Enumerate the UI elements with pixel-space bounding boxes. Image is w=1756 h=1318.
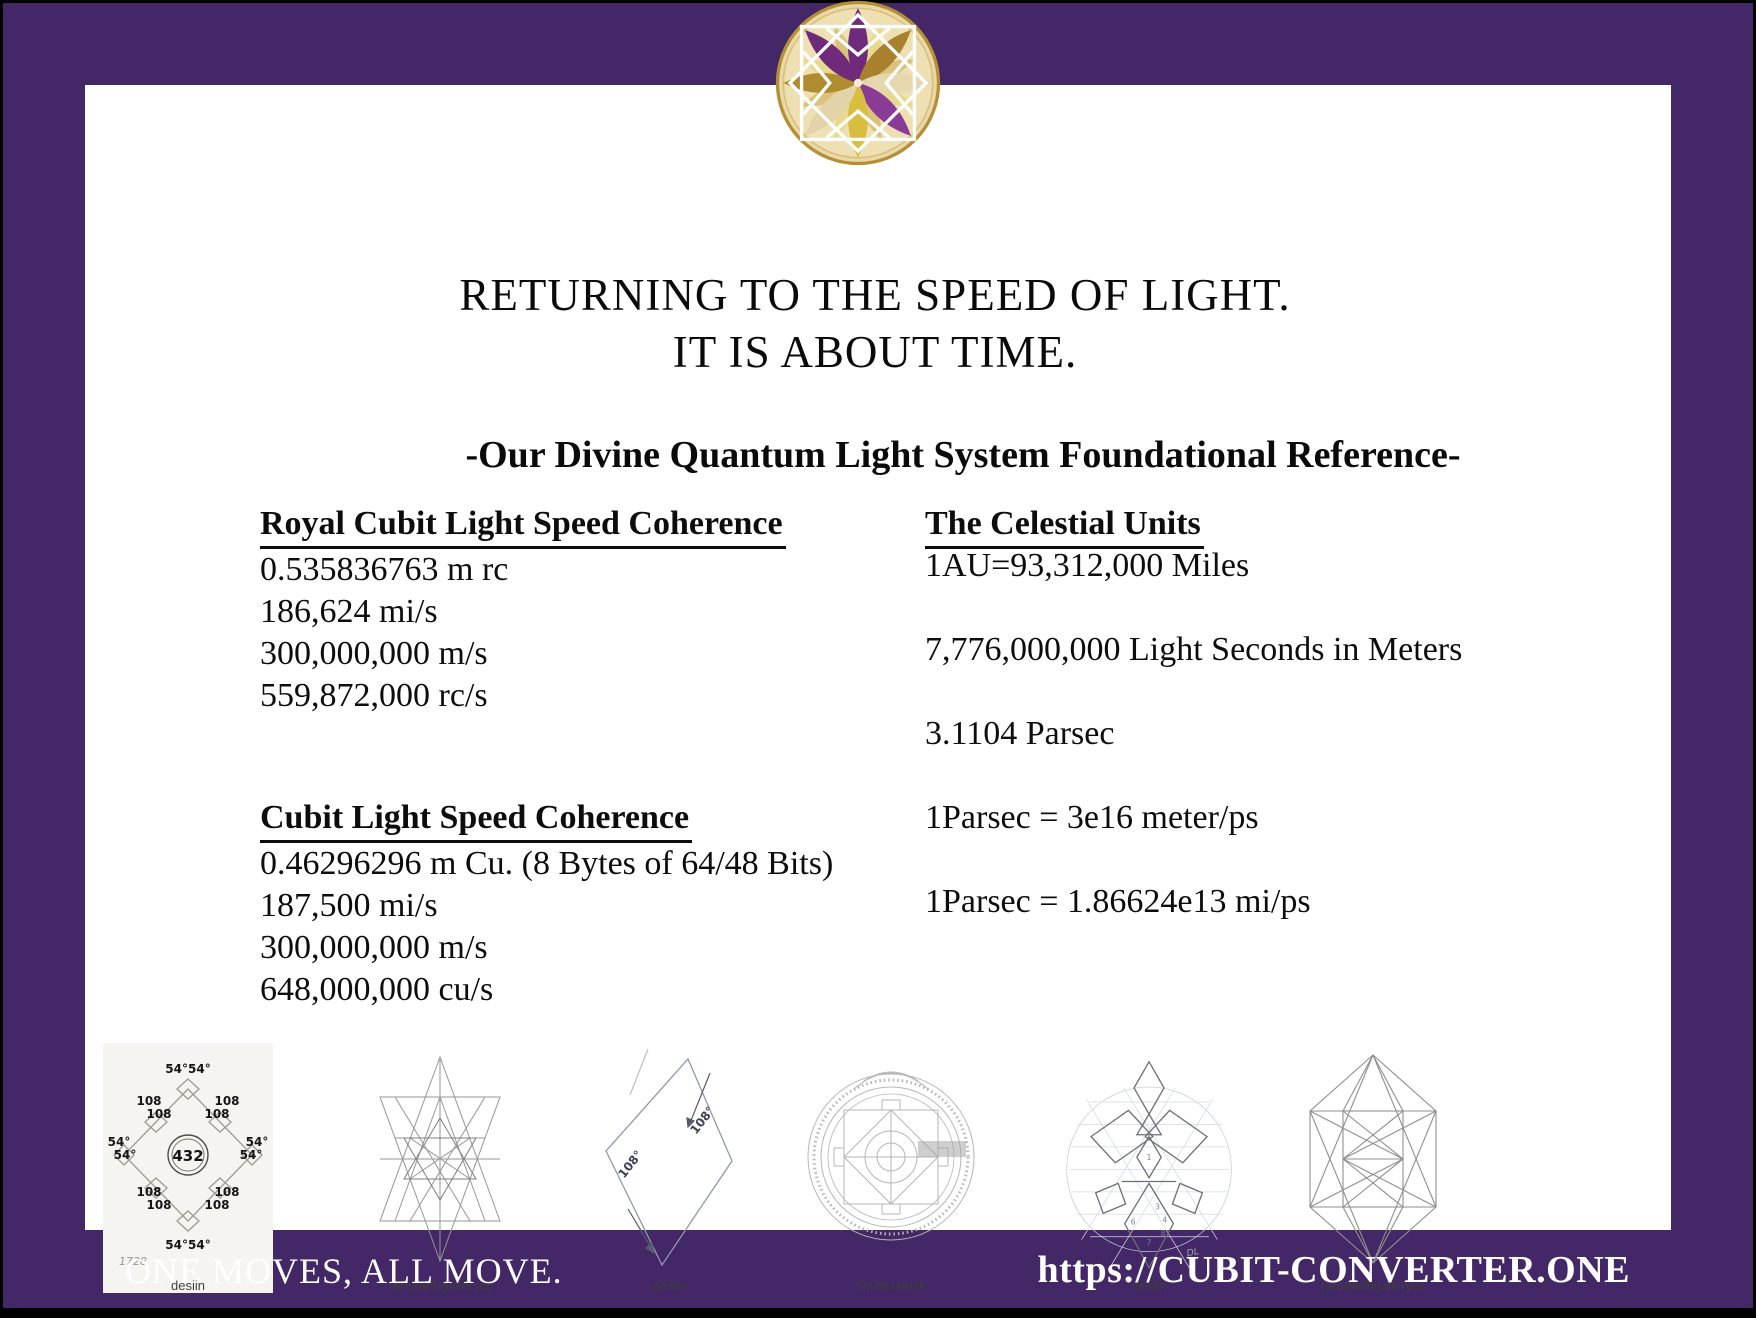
footer-url-link[interactable]: https://CUBIT-CONVERTER.ONE [1037, 1249, 1630, 1291]
celestial-value: 1AU=93,312,000 Miles [925, 547, 1250, 584]
royal-cubit-value: 300,000,000 m/s [260, 635, 488, 672]
sketch-center-label: 432 [172, 1147, 203, 1165]
gallery-item-4: shutterstock [806, 1043, 976, 1293]
royal-cubit-section: Royal Cubit Light Speed Coherence 0.5358… [260, 503, 920, 717]
cubit-value: 300,000,000 m/s [260, 929, 488, 966]
site-logo [775, 0, 941, 166]
sketch-angle-label: 54° [114, 1148, 137, 1162]
celestial-value: 1Parsec = 3e16 meter/ps [925, 799, 1259, 836]
celestial-units-heading-text: The Celestial Units [925, 503, 1204, 549]
svg-text:8: 8 [1161, 1229, 1166, 1238]
royal-cubit-value: 186,624 mi/s [260, 593, 438, 630]
royal-cubit-heading-text: Royal Cubit Light Speed Coherence [260, 503, 786, 549]
gallery-caption: deslin [1132, 1278, 1167, 1293]
svg-text:1: 1 [1147, 1153, 1152, 1162]
royal-cubit-heading: Royal Cubit Light Speed Coherence [260, 503, 920, 549]
svg-text:6: 6 [1131, 1218, 1136, 1227]
svg-text:4: 4 [1163, 1216, 1168, 1225]
gallery-item-3: 108° 108° deslin [590, 1043, 750, 1293]
sketch-angle-label: 54° [246, 1135, 269, 1149]
medallion-flower-icon [775, 0, 941, 166]
signature-mark: DL [1186, 1246, 1200, 1259]
mandala-icon [807, 1071, 975, 1241]
gallery-caption: rareearthgallerycc [1320, 1278, 1426, 1293]
hexagon-lattice-icon [1309, 1054, 1437, 1264]
snowflake-rhombi-sketch-icon: 1 34 6 87 DL [1066, 1060, 1232, 1269]
gallery-caption: deslin [653, 1278, 687, 1293]
royal-cubit-value: 559,872,000 rc/s [260, 677, 488, 714]
sketch-angle-label: 54° [108, 1135, 131, 1149]
sketch-number-label: 108 [214, 1094, 239, 1108]
sketch-number-label: 108 [136, 1185, 161, 1199]
64-tetrahedron-star-icon [379, 1055, 501, 1263]
cubit-heading: Cubit Light Speed Coherence [260, 797, 885, 843]
gallery-item-1: 432 54°54° 54°54° 108 108 108 108 108 10… [103, 1043, 273, 1293]
sketch-number-label: 108 [146, 1198, 171, 1212]
page-subtitle: -Our Divine Quantum Light System Foundat… [465, 434, 1461, 476]
diamond-432-sketch-icon: 432 54°54° 54°54° 108 108 108 108 108 10… [108, 1062, 269, 1268]
sketch-angle-label: 54°54° [165, 1238, 210, 1252]
gallery-item-6: rareearthgallerycc [1298, 1043, 1448, 1293]
cubit-section: Cubit Light Speed Coherence 0.46296296 m… [260, 797, 885, 1011]
footer-motto: ONE MOVES, ALL MOVE. [125, 1251, 563, 1291]
cubit-value: 648,000,000 cu/s [260, 971, 494, 1008]
svg-text:3: 3 [1155, 1203, 1160, 1212]
sketch-number-label: 108 [214, 1185, 239, 1199]
sketch-number-label: 108 [146, 1107, 171, 1121]
sketch-angle-label: 54°54° [165, 1062, 210, 1076]
gallery-caption: shutterstock [855, 1278, 927, 1293]
sketch-number-label: 108 [136, 1094, 161, 1108]
sketch-number-label: 108 [204, 1198, 229, 1212]
celestial-units-heading: The Celestial Units [925, 503, 1625, 549]
celestial-value: 1Parsec = 1.86624e13 mi/ps [925, 883, 1311, 920]
svg-text:7: 7 [1147, 1238, 1152, 1247]
content-card: RETURNING TO THE SPEED OF LIGHT. IT IS A… [82, 85, 1671, 1293]
gallery-caption: rareearthgallerycc [388, 1278, 493, 1293]
title-line-2: IT IS ABOUT TIME. [672, 327, 1078, 377]
sketch-note-label: 1728 [119, 1255, 147, 1268]
cubit-heading-text: Cubit Light Speed Coherence [260, 797, 693, 843]
watermark-box [918, 1141, 966, 1157]
page-title: RETURNING TO THE SPEED OF LIGHT. IT IS A… [82, 267, 1668, 381]
sketch-angle-label: 108° [615, 1148, 645, 1181]
royal-cubit-value: 0.535836763 m rc [260, 551, 509, 588]
celestial-value: 3.1104 Parsec [925, 715, 1115, 752]
gallery-caption: deslin [171, 1278, 205, 1293]
celestial-value: 7,776,000,000 Light Seconds in Meters [925, 631, 1463, 668]
sketch-angle-label: 54° [240, 1148, 263, 1162]
gallery-item-2: rareearthgallerycc [358, 1043, 523, 1293]
cubit-value: 0.46296296 m Cu. (8 Bytes of 64/48 Bits) [260, 845, 834, 882]
title-line-1: RETURNING TO THE SPEED OF LIGHT. [459, 270, 1291, 320]
rhombus-108-sketch-icon: 108° 108° [605, 1048, 733, 1267]
cubit-value: 187,500 mi/s [260, 887, 438, 924]
sketch-number-label: 108 [204, 1107, 229, 1121]
